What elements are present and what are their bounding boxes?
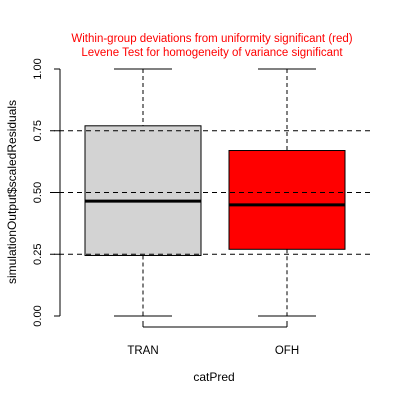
box-ofh <box>228 150 346 250</box>
chart-title-line-1: Within-group deviations from uniformity … <box>71 33 352 45</box>
y-tick-label: 0.50 <box>32 182 44 203</box>
y-tick-label: 0.00 <box>32 305 44 326</box>
y-axis-label: simulationOutput$scaledResiduals <box>5 100 19 284</box>
y-tick-label: 0.75 <box>32 120 44 141</box>
y-tick-label: 0.25 <box>32 244 44 265</box>
y-tick-label: 1.00 <box>32 58 44 79</box>
chart-title-line-2: Levene Test for homogeneity of variance … <box>81 47 343 59</box>
x-tick-label: TRAN <box>127 345 158 357</box>
x-tick-label: OFH <box>275 345 299 357</box>
plot-area: 0.00 0.25 0.50 0.75 1.00 TRAN OFH <box>32 58 372 357</box>
x-axis-label: catPred <box>193 370 234 384</box>
box-tran <box>84 125 202 256</box>
